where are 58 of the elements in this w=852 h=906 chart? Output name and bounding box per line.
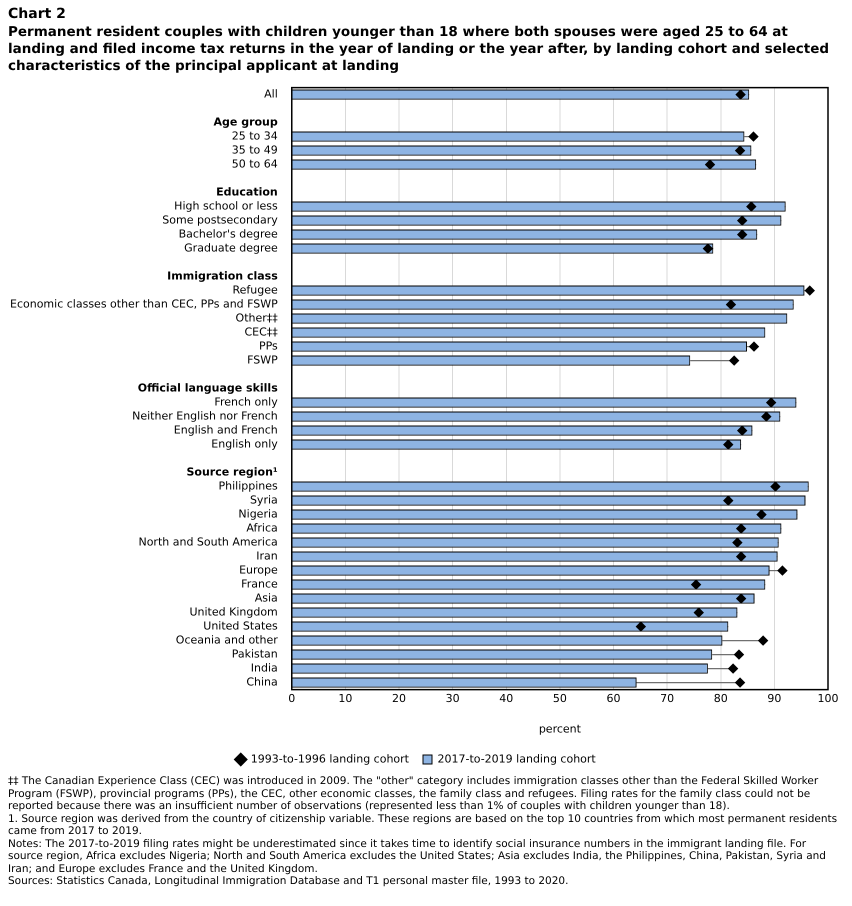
y-tick-label: Education xyxy=(216,185,278,198)
y-tick-label: Age group xyxy=(214,115,278,128)
y-tick-label: Europe xyxy=(239,563,278,576)
y-tick-label: All xyxy=(264,87,278,100)
text: ‡‡ The Canadian Experience Class (CEC) was introduced in 2009. The "other" category includes immigration classes other than the Federal Skilled Worker Program (FSWP), provincial programs (PPs), the CEC, other economic classes, the family class and refugees. Filing rates for the family class could not be reported because there was an insufficient number of observations (represented less than 1% of couples with children younger than 18). xyxy=(8,775,820,812)
y-tick-label: FSWP xyxy=(247,353,278,366)
y-tick-label: Africa xyxy=(246,521,278,534)
y-tick-label: French only xyxy=(214,395,278,408)
x-axis-title: percent xyxy=(538,722,582,736)
y-tick-label: Other‡‡ xyxy=(236,311,278,324)
x-tick-label: 90 xyxy=(767,692,782,706)
y-tick-label: Refugee xyxy=(232,283,278,296)
x-tick-label: 70 xyxy=(660,692,674,706)
x-tick-label: 30 xyxy=(446,692,460,706)
y-tick-label: Bachelor's degree xyxy=(178,227,278,240)
y-tick-label: France xyxy=(241,577,278,590)
y-tick-label: China xyxy=(246,675,278,688)
x-tick-label: 20 xyxy=(392,692,406,706)
y-tick-label: Iran xyxy=(256,549,278,562)
y-tick-label: Immigration class xyxy=(167,269,278,282)
x-tick-label: 80 xyxy=(714,692,728,706)
y-tick-label: Syria xyxy=(250,493,278,506)
y-tick-label: Asia xyxy=(254,591,278,604)
x-tick-label: 60 xyxy=(606,692,621,706)
y-tick-label: Oceania and other xyxy=(176,633,278,646)
text: Chart 2 xyxy=(8,6,67,22)
x-tick-label: 0 xyxy=(288,692,296,706)
legend-label: 2017-to-2019 landing cohort xyxy=(438,752,596,766)
legend-label: 1993-to-1996 landing cohort xyxy=(250,752,410,766)
x-tick-label: 100 xyxy=(818,692,838,706)
y-tick-label: United States xyxy=(203,619,278,632)
y-tick-label: Philippines xyxy=(218,479,278,492)
x-tick-label: 40 xyxy=(499,692,514,706)
y-tick-label: Some postsecondary xyxy=(162,213,278,226)
y-tick-label: 35 to 49 xyxy=(232,143,278,156)
y-tick-label: High school or less xyxy=(174,199,278,212)
x-tick-label: 10 xyxy=(338,692,352,706)
chart-subtitle: Permanent resident couples with children younger than 18 where both spouses were aged 25 to 64 at landing and filed income tax returns in the year of landing or the year after, by landing cohort and selected characteristics of the principal applicant at landing xyxy=(8,24,830,75)
y-tick-label: 25 to 34 xyxy=(232,129,278,142)
y-tick-label: North and South America xyxy=(138,535,278,548)
y-tick-label: Economic classes other than CEC, PPs and FSWP xyxy=(10,297,278,310)
y-tick-label: 50 to 64 xyxy=(232,157,278,170)
y-tick-label: PPs xyxy=(258,339,278,352)
source-note: Sources: Statistics Canada, Longitudinal Immigration Database and T1 personal master file, 1993 to 2020. xyxy=(8,875,570,888)
text: Notes: The 2017-to-2019 filing rates might be underestimated since it takes time to identify social insurance numbers in the immigrant landing file. For source region, Africa excludes Nigeria; North and South America excludes the United States; Asia excludes India, the Philippines, China, Pakistan, Syria and Iran; and Europe excludes France and the United Kingdom. xyxy=(8,838,827,875)
y-tick-label: Pakistan xyxy=(232,647,278,660)
text: 1. Source region was derived from the country of citizenship variable. These regions are based on the top 10 countries from which most permanent residents came from 2017 to 2019. xyxy=(8,812,838,838)
y-tick-label: Neither English nor French xyxy=(132,409,278,422)
x-tick-label: 50 xyxy=(552,692,567,706)
y-tick-label: English and French xyxy=(174,423,278,436)
y-tick-label: United Kingdom xyxy=(189,605,278,618)
y-tick-label: Nigeria xyxy=(238,507,278,520)
y-tick-label: Graduate degree xyxy=(184,241,278,254)
y-tick-label: English only xyxy=(211,437,278,450)
y-tick-label: Official language skills xyxy=(138,381,278,394)
y-tick-label: Source region¹ xyxy=(186,465,278,478)
y-tick-label: India xyxy=(250,661,278,674)
y-tick-label: CEC‡‡ xyxy=(244,325,278,338)
